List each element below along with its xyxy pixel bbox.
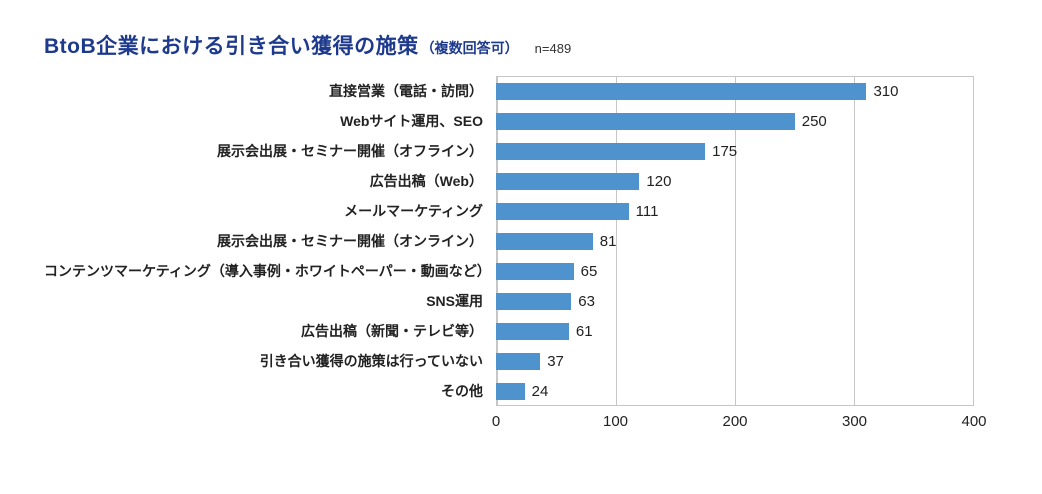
x-axis-row: 0 100 200 300 400 [44,406,1002,434]
category-label: 展示会出展・セミナー開催（オフライン） [217,143,483,159]
bar [496,352,541,370]
chart-title: BtoB企業における引き合い獲得の施策 [44,35,419,58]
bar-track: 310 [496,76,974,106]
bar-track: 37 [496,346,974,376]
bar-row: 広告出稿（Web） 120 [44,166,1002,196]
bar-row: SNS運用 63 [44,286,1002,316]
bar-track: 65 [496,256,974,286]
category-label: 広告出稿（新聞・テレビ等） [301,323,483,339]
bar-row: メールマーケティング 111 [44,196,1002,226]
bar [496,292,572,310]
x-tick-label: 300 [841,413,868,430]
category-label: Webサイト運用、SEO [340,113,483,129]
category-label: 直接営業（電話・訪問） [329,83,483,99]
value-label: 120 [646,172,672,190]
x-tick-label: 0 [491,413,501,430]
chart-header: BtoB企業における引き合い獲得の施策 （複数回答可） n=489 [44,30,1002,60]
gridline [854,77,855,405]
sample-size-label: n=489 [534,41,572,56]
x-axis-spacer [44,406,496,434]
bar-row: 引き合い獲得の施策は行っていない 37 [44,346,1002,376]
bar-chart: 直接営業（電話・訪問） 310 Webサイト運用、SEO 250 展示会出展・セミナー開… [44,76,1002,434]
value-label: 310 [873,82,899,100]
bar-track: 81 [496,226,974,256]
bar-row: 広告出稿（新聞・テレビ等） 61 [44,316,1002,346]
category-label: 広告出稿（Web） [369,173,483,189]
value-label: 65 [580,262,598,280]
bar-row: 直接営業（電話・訪問） 310 [44,76,1002,106]
bar-row: Webサイト運用、SEO 250 [44,106,1002,136]
value-label: 81 [599,232,617,250]
category-label: その他 [441,383,483,399]
bar [496,322,569,340]
bar-row: コンテンツマーケティング（導入事例・ホワイトペーパー・動画など） 65 [44,256,1002,286]
bar-track: 250 [496,106,974,136]
bar [496,262,574,280]
category-label: メールマーケティング [344,203,483,219]
category-label: コンテンツマーケティング（導入事例・ホワイトペーパー・動画など） [44,263,491,279]
bar-track: 61 [496,316,974,346]
bar [496,82,867,100]
bar-track: 120 [496,166,974,196]
bar-row: 展示会出展・セミナー開催（オフライン） 175 [44,136,1002,166]
value-label: 24 [531,382,549,400]
bar-rows: 直接営業（電話・訪問） 310 Webサイト運用、SEO 250 展示会出展・セミナー開… [44,76,1002,406]
value-label: 111 [635,202,659,220]
bar [496,232,593,250]
bar-track: 111 [496,196,974,226]
category-label: SNS運用 [426,293,483,309]
bar-row: その他 24 [44,376,1002,406]
gridline [735,77,736,405]
value-label: 175 [712,142,738,160]
bar [496,202,629,220]
bar-track: 24 [496,376,974,406]
value-label: 37 [547,352,564,370]
bar [496,112,795,130]
x-tick-label: 100 [602,413,629,430]
value-label: 63 [578,292,595,310]
x-tick-label: 400 [961,413,987,430]
bar [496,382,525,400]
bar [496,142,706,160]
bar-row: 展示会出展・セミナー開催（オンライン） 81 [44,226,1002,256]
x-tick-label: 200 [722,413,748,430]
chart-subtitle: （複数回答可） [420,40,519,56]
bar [496,172,640,190]
value-label: 61 [575,322,593,340]
gridline [973,77,974,405]
bar-track: 175 [496,136,974,166]
gridline [616,77,617,405]
category-label: 展示会出展・セミナー開催（オンライン） [217,233,483,249]
x-axis: 0 100 200 300 400 [492,406,987,434]
bar-track: 63 [496,286,974,316]
category-label: 引き合い獲得の施策は行っていない [259,353,483,369]
value-label: 250 [801,112,827,130]
